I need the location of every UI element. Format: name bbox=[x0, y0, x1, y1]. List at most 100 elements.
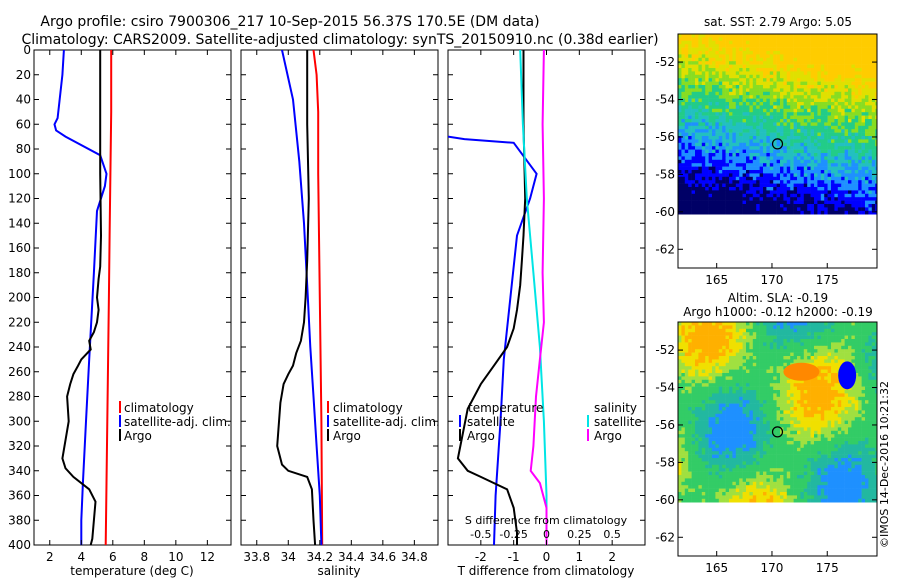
map-cell bbox=[735, 180, 740, 184]
map-cell bbox=[834, 68, 839, 72]
map-cell bbox=[776, 356, 781, 360]
map-cell bbox=[786, 379, 791, 384]
map-cell bbox=[701, 187, 706, 191]
map-cell bbox=[718, 332, 723, 336]
map-cell bbox=[814, 74, 818, 79]
map-cell bbox=[854, 142, 859, 147]
map-cell bbox=[725, 366, 730, 370]
map-cell bbox=[841, 407, 845, 411]
map-cell bbox=[780, 390, 784, 394]
map-cell bbox=[681, 85, 686, 89]
map-cell bbox=[871, 180, 876, 184]
map-cell bbox=[773, 359, 777, 364]
map-cell bbox=[854, 187, 859, 191]
map-cell bbox=[766, 98, 771, 103]
map-cell bbox=[705, 328, 709, 333]
map-cell bbox=[718, 396, 723, 401]
map-cell bbox=[684, 98, 689, 103]
map-cell bbox=[752, 362, 757, 367]
map-cell bbox=[708, 393, 713, 398]
map-cell bbox=[820, 108, 825, 113]
map-cell bbox=[803, 390, 808, 394]
map-cell bbox=[803, 47, 808, 52]
map-cell bbox=[735, 379, 740, 384]
map-cell bbox=[678, 210, 682, 215]
map-cell bbox=[817, 396, 822, 401]
map-cell bbox=[803, 102, 808, 106]
map-cell bbox=[735, 176, 740, 181]
map-cell bbox=[715, 173, 720, 178]
map-cell bbox=[756, 200, 760, 205]
map-cell bbox=[756, 71, 760, 76]
map-cell bbox=[858, 170, 862, 174]
map-cell bbox=[684, 61, 689, 65]
map-cell bbox=[712, 119, 716, 123]
map-cell bbox=[871, 108, 876, 113]
map-cell bbox=[861, 390, 866, 394]
map-cell bbox=[790, 125, 794, 130]
map-cell bbox=[681, 68, 686, 72]
map-cell bbox=[756, 78, 760, 82]
map-cell bbox=[871, 112, 876, 116]
map-cell bbox=[844, 359, 849, 364]
map-cell bbox=[817, 132, 822, 137]
map-cell bbox=[851, 328, 856, 333]
map-cell bbox=[780, 132, 784, 137]
map-cell bbox=[725, 132, 730, 137]
map-cell bbox=[695, 102, 699, 106]
map-cell bbox=[729, 396, 733, 401]
map-cell bbox=[705, 322, 709, 326]
y-tick-label: 220 bbox=[8, 315, 31, 329]
map-cell bbox=[766, 146, 771, 150]
map-cell bbox=[732, 81, 737, 86]
map-cell bbox=[871, 183, 876, 188]
map-cell bbox=[780, 61, 784, 65]
map-cell bbox=[780, 149, 784, 154]
map-cell bbox=[820, 183, 825, 188]
map-cell bbox=[715, 325, 720, 330]
map-cell bbox=[769, 322, 774, 326]
map-cell bbox=[708, 146, 713, 150]
map-cell bbox=[790, 98, 794, 103]
map-cell bbox=[746, 359, 750, 364]
map-cell bbox=[735, 356, 740, 360]
map-cell bbox=[858, 125, 862, 130]
map-cell bbox=[854, 57, 859, 62]
map-cell bbox=[678, 98, 682, 103]
map-cell bbox=[695, 410, 699, 415]
map-cell bbox=[844, 396, 849, 401]
map-cell bbox=[773, 108, 777, 113]
map-cell bbox=[858, 159, 862, 164]
map-cell bbox=[681, 159, 686, 164]
map-cell bbox=[820, 115, 825, 120]
map-cell bbox=[827, 396, 832, 401]
map-cell bbox=[746, 349, 750, 353]
map-cell bbox=[691, 396, 696, 401]
map-cell bbox=[681, 173, 686, 178]
map-cell bbox=[732, 390, 737, 394]
y-tick-label: 400 bbox=[8, 538, 31, 552]
map-cell bbox=[708, 139, 713, 144]
map-cell bbox=[800, 115, 805, 120]
map-cell bbox=[783, 396, 788, 401]
map-cell bbox=[797, 68, 801, 72]
map-cell bbox=[810, 132, 815, 137]
map-cell bbox=[766, 105, 771, 110]
map-cell bbox=[759, 342, 764, 347]
map-cell bbox=[756, 413, 760, 418]
map-cell bbox=[773, 407, 777, 411]
map-cell bbox=[759, 400, 764, 404]
map-cell bbox=[678, 332, 682, 336]
map-cell bbox=[725, 146, 730, 150]
map-cell bbox=[708, 183, 713, 188]
temperature-axis-label: temperature (deg C) bbox=[70, 564, 193, 578]
map-cell bbox=[827, 47, 832, 52]
map-cell bbox=[769, 47, 774, 52]
map-cell bbox=[698, 34, 703, 38]
map-cell bbox=[732, 105, 737, 110]
map-cell bbox=[793, 51, 798, 55]
map-cell bbox=[742, 410, 747, 415]
map-cell bbox=[820, 91, 825, 96]
map-cell bbox=[783, 190, 788, 195]
map-cell bbox=[739, 383, 743, 387]
